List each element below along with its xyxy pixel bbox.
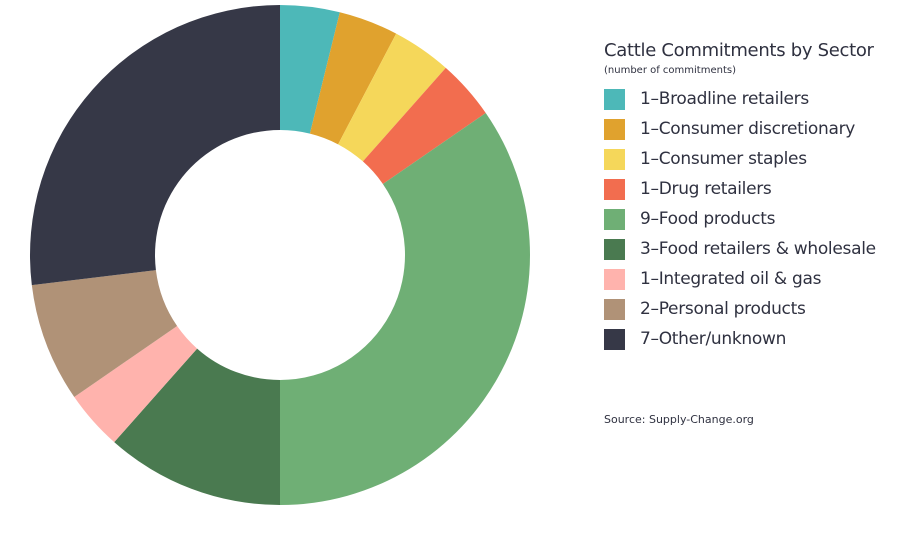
chart-title: Cattle Commitments by Sector [604,40,874,61]
legend-swatch [604,88,625,110]
legend-label: 3–Food retailers & wholesale [640,239,876,259]
pie-slice-1 [280,5,340,134]
pie-slice-9 [29,5,280,286]
legend-label: 7–Other/unknown [640,329,787,349]
legend-item-9: 7–Other/unknown [604,324,900,354]
chart-subtitle: (number of commitments) [604,65,736,76]
legend: Cattle Commitments by Sector (number of … [604,40,900,354]
legend-label: 1–Consumer discretionary [640,119,856,139]
legend-label: 1–Broadline retailers [640,89,809,109]
legend-label: 9–Food products [640,209,776,229]
legend-item-3: 1–Consumer staples [604,144,900,174]
legend-label: 1–Consumer staples [640,149,807,169]
pie-slice-2 [309,12,397,145]
legend-item-1: 1–Broadline retailers [604,84,900,114]
legend-swatch [604,118,625,140]
legend-swatch [604,268,625,290]
pie-slice-7 [74,326,198,443]
legend-item-7: 1–Integrated oil & gas [604,264,900,294]
legend-swatch [604,328,625,350]
legend-label: 2–Personal products [640,299,806,319]
legend-item-4: 1–Drug retailers [604,174,900,204]
legend-swatch [604,208,625,230]
legend-label: 1–Integrated oil & gas [640,269,822,289]
legend-swatch [604,178,625,200]
legend-items: 1–Broadline retailers 1–Consumer discreti… [604,84,900,354]
legend-item-8: 2–Personal products [604,294,900,324]
legend-swatch [604,238,625,260]
legend-item-5: 9–Food products [604,204,900,234]
source-note: Source: Supply-Change.org [604,413,754,426]
legend-item-6: 3–Food retailers & wholesale [604,234,900,264]
pie-slice-3 [338,33,446,162]
pie-slice-6 [114,348,281,505]
legend-swatch [604,148,625,170]
legend-item-2: 1–Consumer discretionary [604,114,900,144]
pie-slice-4 [362,67,486,184]
pie-slice-8 [31,270,178,398]
pie-slice-5 [280,112,530,505]
legend-swatch [604,298,625,320]
legend-label: 1–Drug retailers [640,179,772,199]
donut-chart [29,5,530,505]
